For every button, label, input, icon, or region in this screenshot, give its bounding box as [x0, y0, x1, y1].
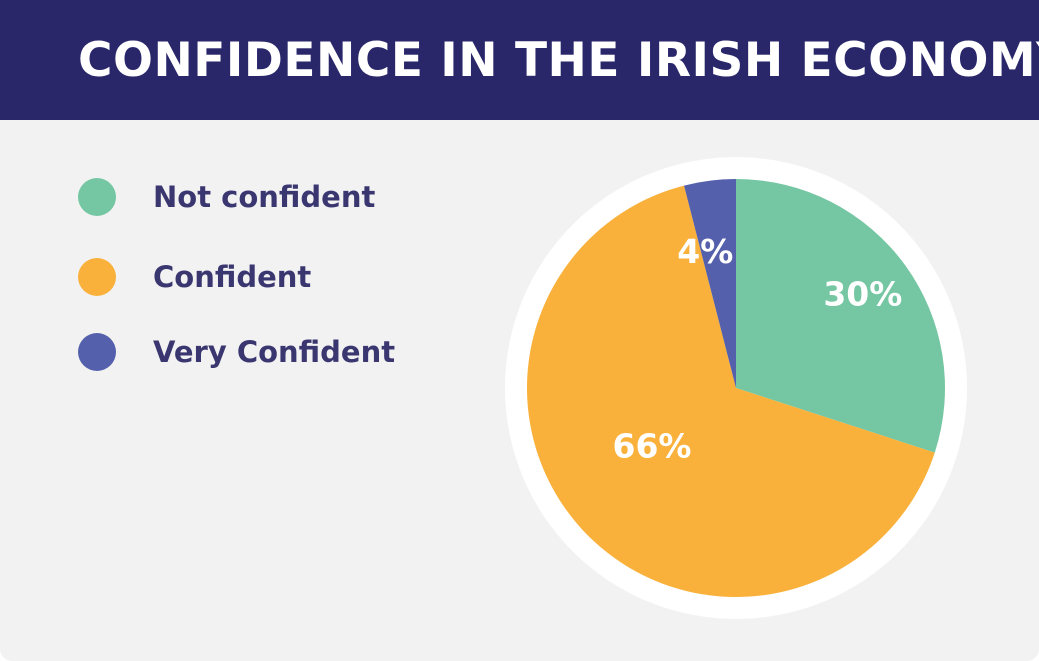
legend-item-not-confident: Not confident	[78, 175, 478, 219]
pie-slice-not-confident	[736, 179, 945, 453]
chart-title: CONFIDENCE IN THE IRISH ECONOMY	[78, 33, 1039, 88]
header-banner: CONFIDENCE IN THE IRISH ECONOMY	[0, 0, 1039, 120]
pie-slices	[527, 179, 945, 597]
pie-label-not-confident: 30%	[823, 274, 902, 313]
legend-swatch-not-confident	[78, 178, 116, 216]
legend-item-very-confident: Very Confident	[78, 330, 478, 374]
pie-label-confident: 66%	[613, 427, 692, 466]
pie-label-very-confident: 4%	[677, 232, 733, 271]
legend-swatch-confident	[78, 258, 116, 296]
pie-slice-very-confident	[684, 179, 736, 388]
legend-swatch-very-confident	[78, 333, 116, 371]
legend-label-not-confident: Not confident	[153, 180, 376, 214]
legend-label-very-confident: Very Confident	[153, 335, 396, 369]
legend-item-confident: Confident	[78, 255, 478, 299]
pie-slice-confident	[527, 185, 935, 597]
pie-labels: 30% 66% 4%	[613, 232, 903, 466]
legend-label-confident: Confident	[153, 260, 312, 294]
